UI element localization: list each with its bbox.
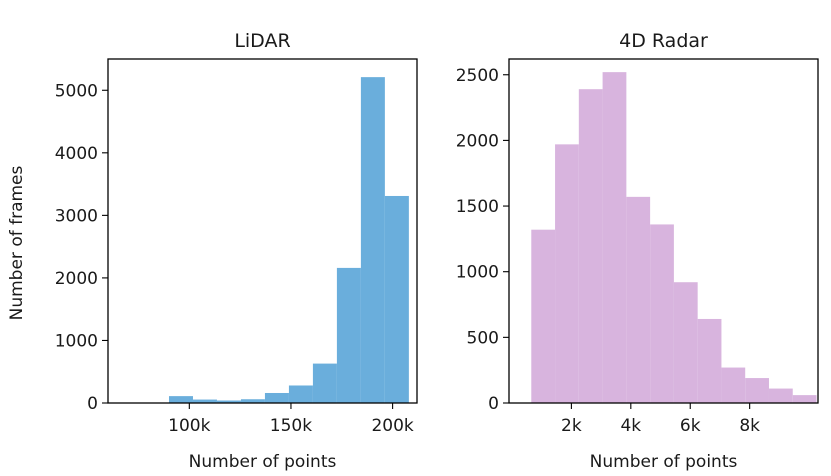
lidar-y-tick-label: 3000 [55,206,98,226]
lidar-histogram-bar [192,399,217,403]
radar-bars [531,72,817,404]
radar-title: 4D Radar [619,30,708,52]
radar-x-tick-label: 8k [739,416,760,436]
lidar-y-tick-label: 2000 [55,269,98,289]
radar-histogram-bar [602,72,627,404]
lidar-histogram-bar [336,267,361,403]
lidar-x-tick-label: 100k [168,416,210,436]
radar-x-tick-label: 6k [680,416,701,436]
radar-histogram-bar [697,318,722,403]
lidar-histogram-bar [168,396,193,403]
radar-histogram-bar [792,395,817,403]
radar-panel: 0 500 1000 1500 2000 2500 2k 4k 6k 8k 4D Radar N… [456,30,819,472]
radar-histogram-bar [673,282,698,403]
radar-x-tick-label: 2k [561,416,582,436]
radar-histogram-bar [555,144,579,403]
lidar-y-tick-label: 1000 [55,331,98,351]
lidar-histogram-bar [288,385,313,403]
lidar-y-tick-label: 5000 [55,81,98,101]
radar-y-ticks: 0 500 1000 1500 2000 2500 [456,66,509,414]
lidar-x-ticks: 100k 150k 200k [168,403,414,436]
radar-histogram-bar [531,229,556,403]
lidar-histogram-bar [240,399,265,403]
radar-y-tick-label: 500 [467,328,499,348]
radar-x-ticks: 2k 4k 6k 8k [561,403,760,436]
radar-histogram-bar [721,367,746,403]
lidar-panel: 0 1000 2000 3000 4000 5000 100k 150k 200k LiDAR… [55,30,418,472]
radar-y-tick-label: 2500 [456,66,499,86]
radar-histogram-bar [745,378,769,403]
lidar-y-ticks: 0 1000 2000 3000 4000 5000 [55,81,108,414]
radar-histogram-bar [626,196,651,403]
lidar-y-tick-label: 0 [87,394,98,414]
radar-x-axis-label: Number of points [590,452,738,472]
radar-y-tick-label: 1500 [456,197,499,217]
radar-histogram-bar [578,89,603,403]
radar-y-tick-label: 2000 [456,131,499,151]
lidar-x-tick-label: 150k [270,416,312,436]
lidar-histogram-bar [264,392,289,403]
lidar-y-tick-label: 4000 [55,144,98,164]
radar-y-tick-label: 1000 [456,263,499,283]
lidar-bars [168,77,409,403]
lidar-histogram-bar [216,400,241,403]
lidar-histogram-bar [312,363,337,403]
lidar-x-axis-label: Number of points [189,452,337,472]
y-axis-label: Number of frames [7,165,27,320]
radar-x-tick-label: 4k [620,416,641,436]
radar-histogram-bar [768,388,793,403]
radar-y-tick-label: 0 [488,394,499,414]
lidar-plot-frame [107,58,418,404]
radar-histogram-bar [650,224,674,403]
lidar-x-tick-label: 200k [371,416,413,436]
lidar-histogram-bar [360,77,385,403]
lidar-histogram-bar [384,195,409,403]
lidar-title: LiDAR [234,30,290,52]
radar-plot-frame [508,58,819,404]
